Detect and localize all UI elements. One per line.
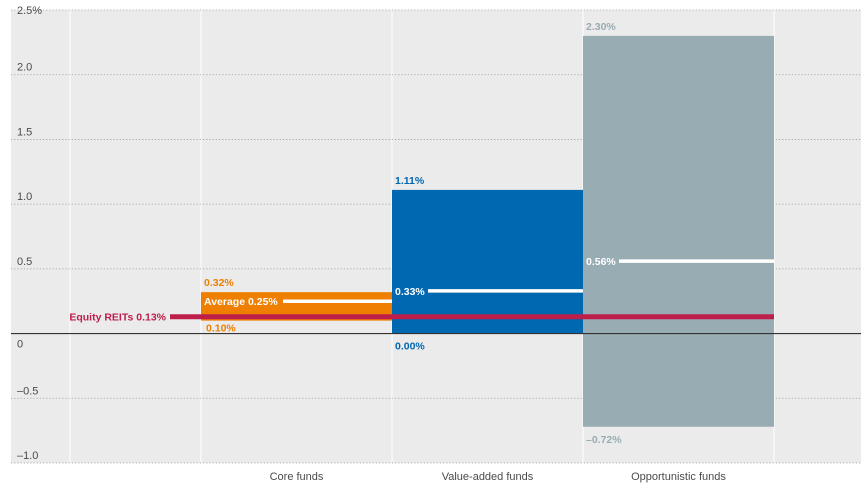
value-labels: 0.32% 0.10% 1.11% 0.00% 2.30% –0.72% (204, 21, 622, 446)
average-label: Average 0.25% (204, 296, 278, 308)
y-tick-label: 1.5 (17, 126, 32, 138)
y-tick-label: 2.0 (17, 62, 32, 74)
y-tick-label: 0 (17, 339, 23, 351)
y-axis-ticks: 2.5% 2.0 1.5 1.0 0.5 0 –0.5 –1.0 (17, 5, 42, 462)
average-label: 0.33% (395, 286, 425, 298)
y-tick-label: 0.5 (17, 256, 32, 268)
high-value-label: 1.11% (395, 175, 425, 187)
low-value-label: 0.10% (206, 323, 236, 335)
high-value-label: 2.30% (586, 21, 616, 33)
low-value-label: –0.72% (586, 434, 622, 446)
y-tick-label: –0.5 (17, 385, 38, 397)
y-tick-label: 2.5% (17, 5, 42, 17)
range-bar (392, 189, 583, 334)
high-value-label: 0.32% (204, 277, 234, 289)
low-value-label: 0.00% (395, 341, 425, 353)
category-label: Core funds (270, 471, 324, 483)
y-tick-label: 1.0 (17, 191, 32, 203)
category-label: Value-added funds (442, 471, 534, 483)
y-tick-label: –1.0 (17, 450, 38, 462)
average-label: 0.56% (586, 256, 616, 268)
range-bar (583, 35, 774, 427)
reference-line-group: Equity REITs 0.13% (69, 312, 774, 324)
category-labels: Core funds Value-added funds Opportunistic… (270, 471, 727, 483)
average-markers: Average 0.25% 0.33% 0.56% (204, 256, 774, 308)
category-label: Opportunistic funds (631, 471, 726, 483)
reference-line-label: Equity REITs 0.13% (69, 312, 166, 324)
